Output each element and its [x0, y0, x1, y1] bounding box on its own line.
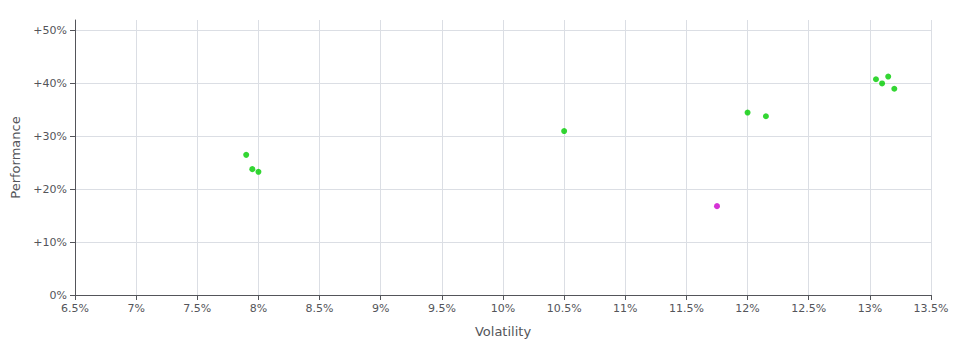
svg-text:6.5%: 6.5% — [61, 302, 89, 315]
svg-text:+30%: +30% — [33, 130, 67, 143]
svg-text:Volatility: Volatility — [475, 324, 531, 339]
svg-text:8.5%: 8.5% — [306, 302, 334, 315]
svg-text:+50%: +50% — [33, 24, 67, 37]
svg-text:12%: 12% — [735, 302, 759, 315]
svg-text:13%: 13% — [858, 302, 882, 315]
svg-text:11.5%: 11.5% — [669, 302, 704, 315]
svg-text:12.5%: 12.5% — [791, 302, 826, 315]
svg-text:9.5%: 9.5% — [428, 302, 456, 315]
svg-text:+10%: +10% — [33, 236, 67, 249]
svg-text:0%: 0% — [50, 289, 67, 302]
svg-text:11%: 11% — [613, 302, 637, 315]
svg-text:10.5%: 10.5% — [547, 302, 582, 315]
svg-text:13.5%: 13.5% — [914, 302, 949, 315]
svg-text:7%: 7% — [127, 302, 144, 315]
svg-text:8%: 8% — [250, 302, 267, 315]
svg-text:+20%: +20% — [33, 183, 67, 196]
svg-text:7.5%: 7.5% — [183, 302, 211, 315]
svg-text:9%: 9% — [372, 302, 389, 315]
svg-text:Performance: Performance — [8, 116, 23, 198]
svg-text:+40%: +40% — [33, 77, 67, 90]
svg-text:10%: 10% — [491, 302, 515, 315]
